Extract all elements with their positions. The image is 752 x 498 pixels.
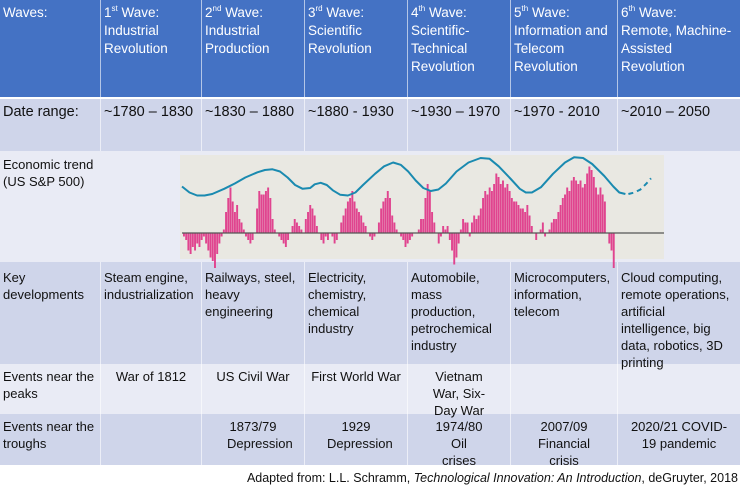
wave-ordinal: 4	[411, 5, 419, 20]
wave-name: Industrial Revolution	[104, 23, 168, 56]
date-range-row: Date range: ~1780 – 1830 ~1830 – 1880 ~1…	[0, 99, 740, 151]
wave-ordinal-suffix: st	[111, 4, 118, 13]
date-range-cell: ~2010 – 2050	[621, 104, 711, 120]
date-range-cell: ~1930 – 1970	[408, 99, 511, 151]
wave-ordinal: 2	[205, 5, 213, 20]
events-troughs-row: Events near the troughs 1873/79 Depressi…	[0, 414, 740, 468]
header-row: Waves: 1st Wave: Industrial Revolution 2n…	[0, 0, 740, 99]
wave-name: Scientific Revolution	[308, 23, 372, 56]
wave-ordinal-suffix: th	[628, 4, 636, 13]
row-label: Economic trend (US S&P 500)	[3, 157, 94, 189]
chart-background	[180, 155, 664, 259]
wave-ordinal-suffix: rd	[315, 4, 323, 13]
key-developments-cell: Steam engine, industrialization	[101, 262, 202, 364]
events-troughs-cell: 1974/80 Oil crises	[408, 414, 511, 468]
wave-name: Scientific-Technical Revolution	[411, 23, 475, 74]
source-citation: Adapted from: L.L. Schramm, Technologica…	[247, 471, 738, 485]
key-developments-cell: Electricity, chemistry, chemical industr…	[305, 262, 408, 364]
wave-title: Wave:	[531, 5, 570, 20]
wave-ordinal: 1	[104, 5, 112, 20]
wave-header-3: 3rd Wave: Scientific Revolution	[305, 0, 408, 97]
wave-ordinal-suffix: th	[418, 4, 426, 13]
date-range-cell: ~1830 – 1880	[202, 99, 305, 151]
wave-ordinal: 3	[308, 5, 316, 20]
wave-title: Wave:	[638, 5, 677, 20]
wave-header-5: 5th Wave: Information and Telecom Revolut…	[511, 0, 618, 97]
wave-header-6: 6th Wave: Remote, Machine-Assisted Revolu…	[618, 0, 740, 97]
wave-title: Wave:	[225, 5, 263, 20]
wave-name: Information and Telecom Revolution	[514, 23, 608, 74]
wave-ordinal-suffix: nd	[212, 4, 222, 13]
date-range-cell: ~1780 – 1830	[101, 99, 202, 151]
wave-header-4: 4th Wave: Scientific-Technical Revolution	[408, 0, 511, 97]
citation-suffix: , deGruyter, 2018	[641, 471, 738, 485]
events-troughs-cell: 1929 Depression	[305, 414, 408, 465]
row-label: Date range:	[0, 99, 101, 151]
row-label: Events near the peaks	[0, 364, 101, 414]
date-range-cell: ~1880 - 1930	[305, 99, 408, 151]
key-developments-cell: Cloud computing, remote operations, arti…	[621, 270, 730, 370]
row-label: Events near the troughs	[0, 414, 101, 465]
date-range-cell: ~1970 - 2010	[511, 99, 618, 151]
events-troughs-cell: 2020/21 COVID-19 pandemic	[630, 419, 728, 451]
key-developments-cell: Railways, steel, heavy engineering	[202, 262, 305, 364]
citation-title: Technological Innovation: An Introductio…	[413, 471, 642, 485]
wave-header-1: 1st Wave: Industrial Revolution	[101, 0, 202, 97]
header-label: Waves:	[0, 0, 101, 97]
events-peaks-cell: US Civil War	[202, 364, 305, 414]
events-peaks-cell: First World War	[305, 364, 408, 414]
events-peaks-cell: War of 1812	[101, 364, 202, 414]
wave-ordinal-suffix: th	[521, 4, 529, 13]
wave-header-2: 2nd Wave: Industrial Production	[202, 0, 305, 97]
events-troughs-cell: 2007/09 Financial crisis	[511, 414, 618, 468]
events-peaks-cell: Vietnam War, Six-Day War	[408, 364, 511, 418]
wave-title: Wave:	[326, 5, 365, 20]
wave-title: Wave:	[121, 5, 160, 20]
wave-ordinal: 6	[621, 5, 629, 20]
wave-name: Remote, Machine-Assisted Revolution	[621, 23, 732, 74]
events-peaks-row: Events near the peaks War of 1812 US Civ…	[0, 364, 740, 418]
key-developments-row: Key developments Steam engine, industria…	[0, 262, 740, 370]
key-developments-cell: Microcomputers, information, telecom	[511, 262, 618, 364]
citation-prefix: Adapted from: L.L. Schramm,	[246, 471, 414, 485]
wave-name: Industrial Production	[205, 23, 270, 56]
key-developments-cell: Automobile, mass production, petrochemic…	[408, 262, 511, 364]
row-label: Key developments	[0, 262, 101, 364]
events-peaks-cell	[511, 364, 618, 414]
events-troughs-cell: 1873/79 Depression	[202, 414, 305, 465]
events-peaks-cell	[618, 364, 740, 414]
wave-ordinal: 5	[514, 5, 522, 20]
events-troughs-cell	[101, 414, 202, 465]
wave-title: Wave:	[428, 5, 467, 20]
